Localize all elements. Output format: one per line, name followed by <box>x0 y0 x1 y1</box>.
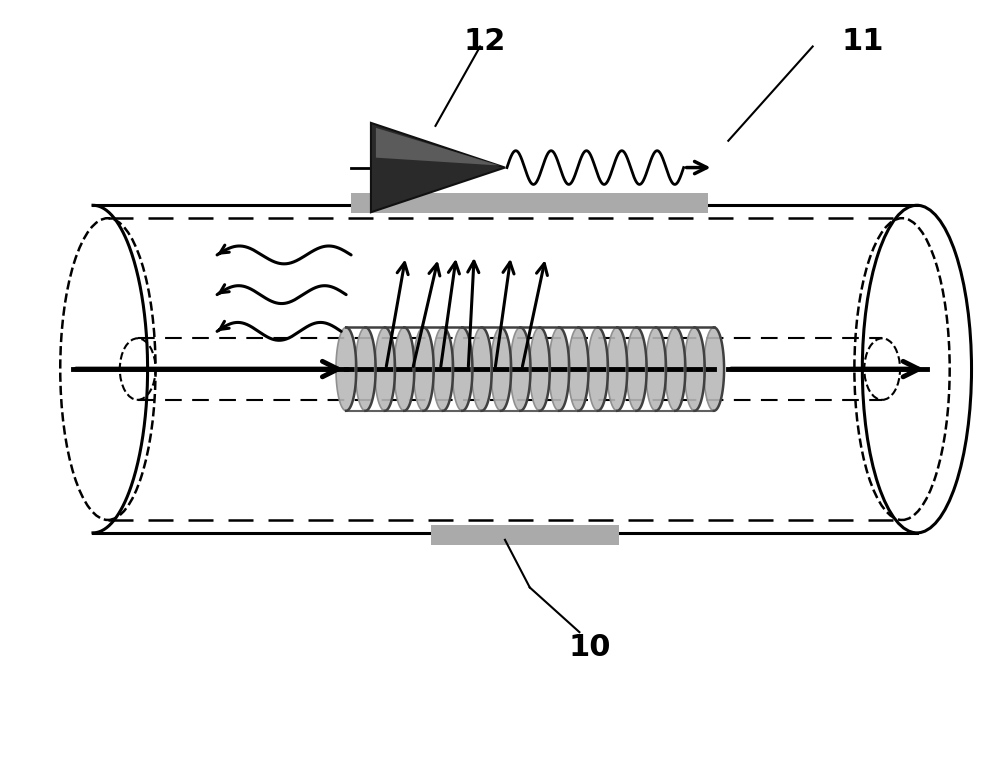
Ellipse shape <box>530 327 550 411</box>
Ellipse shape <box>394 327 414 411</box>
Ellipse shape <box>336 327 356 411</box>
Ellipse shape <box>510 327 531 411</box>
Ellipse shape <box>355 327 376 411</box>
Bar <box>431 525 619 545</box>
Ellipse shape <box>588 327 608 411</box>
Ellipse shape <box>684 327 705 411</box>
Bar <box>351 194 708 213</box>
Ellipse shape <box>433 327 453 411</box>
Ellipse shape <box>626 327 647 411</box>
Ellipse shape <box>646 327 666 411</box>
Text: 11: 11 <box>841 27 884 56</box>
Ellipse shape <box>665 327 685 411</box>
Ellipse shape <box>704 327 724 411</box>
Ellipse shape <box>375 327 395 411</box>
Polygon shape <box>376 128 500 165</box>
Ellipse shape <box>607 327 627 411</box>
Ellipse shape <box>452 327 472 411</box>
Ellipse shape <box>549 327 569 411</box>
Ellipse shape <box>491 327 511 411</box>
Ellipse shape <box>413 327 434 411</box>
Ellipse shape <box>471 327 492 411</box>
Ellipse shape <box>568 327 589 411</box>
Polygon shape <box>371 123 505 213</box>
Text: 10: 10 <box>568 632 611 662</box>
Text: 12: 12 <box>464 27 506 56</box>
